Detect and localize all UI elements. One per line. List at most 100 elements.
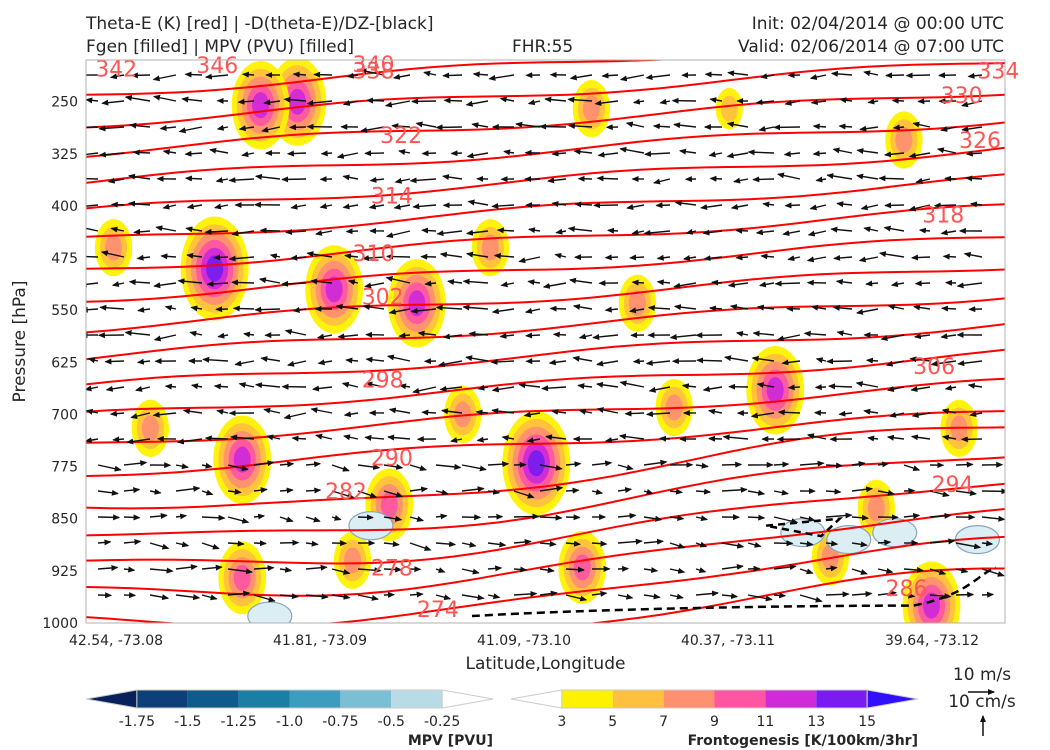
wind-vector [541,385,567,392]
wind-vector [315,230,333,236]
wind-vector [291,435,307,442]
wind-vector [471,122,489,129]
wind-vector [518,382,541,389]
wind-vector [878,251,905,258]
wind-vector [362,304,385,310]
wind-vector [618,433,645,440]
wind-vector [342,203,359,210]
wind-vector [86,177,99,180]
wind-vector [674,200,697,207]
wind-vector [936,147,957,154]
wind-vector [290,254,307,261]
wind-vector [123,514,141,521]
wind-vector [398,332,411,339]
wind-vector [439,385,463,392]
wind-vector [917,98,931,105]
wind-vector [409,591,424,598]
wind-vector [929,512,952,519]
wind-vector [369,176,385,183]
wind-vector [162,149,177,155]
wind-vector [755,229,775,236]
theta-e-contour [86,146,1005,210]
wind-vector [441,408,463,415]
wind-vector [216,408,229,415]
wind-vector [825,462,844,469]
wind-vector [747,541,762,548]
y-tick-label: 475 [51,251,78,267]
fgen-colorbar-tick-label: 9 [710,714,719,730]
wind-vector [241,151,255,158]
wind-vector [214,203,229,210]
wind-vector [391,123,411,130]
wind-vector [905,72,931,79]
wind-vector [86,437,99,444]
wind-vector [357,594,379,601]
wind-vector [592,333,619,340]
wind-vector [955,461,974,468]
wind-vector [345,357,359,364]
wind-vector [515,121,541,128]
wind-vector [836,330,853,337]
wind-vector [981,515,1005,522]
wind-vector [331,568,351,575]
wind-vector [880,334,905,342]
wind-vector [128,173,151,180]
theta-e-contour [86,203,1005,270]
wind-vector [97,564,119,571]
wind-vector [466,152,489,159]
wind-vector [86,255,99,258]
wind-vector [137,306,151,313]
wind-vector [190,305,203,312]
wind-vector [331,464,350,472]
wind-vector [747,149,775,156]
wind-vector [565,514,581,521]
fgen-colorbar-tick-label: 13 [807,714,825,730]
wind-vector [908,204,931,212]
wind-vector [799,568,814,575]
wind-vector [110,201,125,208]
wind-vector [124,330,151,337]
theta-e-contour [86,60,672,96]
wind-vector [461,568,480,575]
wind-vector [629,254,645,261]
theta-e-label: 342 [95,57,137,82]
wind-vector [305,461,322,468]
wind-vector [209,147,229,154]
wind-vector [186,252,203,259]
wind-vector [132,149,151,156]
wind-vector [346,72,359,79]
wind-vector [213,383,229,390]
wind-vector [565,566,585,573]
wind-vector [467,199,489,206]
wind-vector [632,98,645,105]
wind-vector [128,200,151,207]
wind-vector [632,358,645,365]
wind-vector [762,201,775,208]
wind-vector [461,486,485,493]
y-tick-label: 775 [51,460,78,476]
wind-vector [435,463,462,470]
wind-vector [751,355,775,362]
wind-vector [98,151,125,158]
x-tick-label: 40.37, -73.11 [681,633,775,649]
wind-vector [111,281,125,288]
wind-vector [279,461,295,468]
wind-vector [643,488,654,495]
wind-vector [524,307,541,314]
wind-vector [393,203,411,210]
wind-vector [216,124,229,131]
wind-vector [539,567,555,574]
wind-vector [130,72,151,79]
wind-vector [940,333,957,340]
wind-vector [877,590,897,597]
forecast-hour: FHR:55 [512,37,574,57]
wind-vector [292,71,307,78]
theta-e-contour [86,482,1005,565]
wind-vector [565,487,580,494]
wind-vector [86,385,99,392]
theta-e-contour [86,236,1005,303]
wind-vector [383,463,404,470]
fgen-colorbar-swatch [663,690,715,708]
mpv-fill [348,511,394,541]
wind-vector [721,592,739,599]
